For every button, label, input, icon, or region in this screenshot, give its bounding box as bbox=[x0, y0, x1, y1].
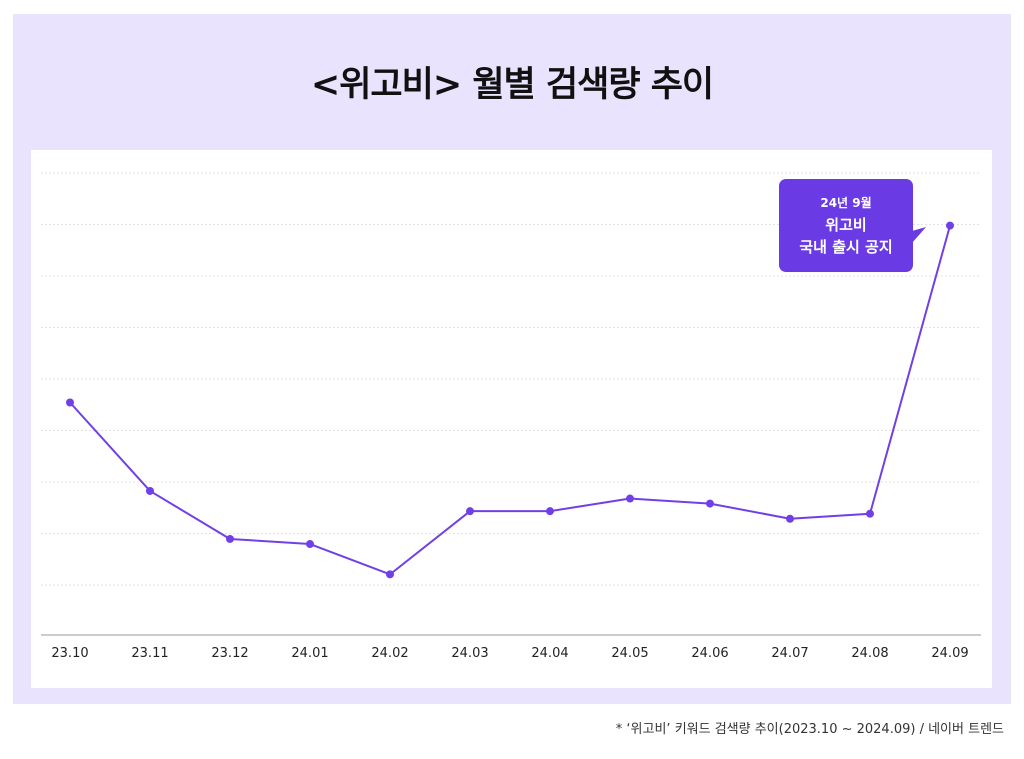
x-tick-label: 24.04 bbox=[531, 646, 568, 661]
x-tick-label: 24.03 bbox=[451, 646, 488, 661]
data-point bbox=[706, 499, 714, 508]
data-point bbox=[946, 221, 954, 230]
data-point bbox=[786, 514, 794, 523]
callout-tail bbox=[912, 227, 926, 243]
callout-date: 24년 9월 bbox=[820, 195, 871, 210]
x-tick-label: 24.05 bbox=[611, 646, 648, 661]
data-point bbox=[226, 534, 234, 543]
data-point bbox=[66, 398, 74, 407]
data-point bbox=[626, 494, 634, 503]
data-points bbox=[66, 221, 954, 579]
data-point bbox=[466, 507, 474, 516]
callout-event: 국내 출시 공지 bbox=[799, 238, 892, 256]
x-tick-label: 24.07 bbox=[771, 646, 808, 661]
data-point bbox=[306, 540, 314, 549]
x-tick-label: 24.06 bbox=[691, 646, 728, 661]
line-chart: 23.10 23.11 23.12 24.01 24.02 24.03 24.04 24.05… bbox=[41, 172, 981, 661]
callout-box bbox=[779, 179, 913, 272]
x-tick-label: 23.11 bbox=[131, 646, 168, 661]
grid-lines bbox=[41, 172, 981, 586]
x-tick-label: 24.01 bbox=[291, 646, 328, 661]
data-point bbox=[866, 509, 874, 518]
x-tick-label: 23.12 bbox=[211, 646, 248, 661]
source-footnote: * ‘위고비’ 키워드 검색량 추이(2023.10 ~ 2024.09) / … bbox=[615, 722, 1004, 737]
series-line bbox=[69, 225, 951, 576]
callout-product: 위고비 bbox=[825, 216, 866, 234]
x-tick-labels: 23.10 23.11 23.12 24.01 24.02 24.03 24.04 24.05… bbox=[51, 646, 968, 661]
x-tick-label: 24.02 bbox=[371, 646, 408, 661]
launch-callout: 24년 9월 위고비 국내 출시 공지 bbox=[779, 179, 926, 272]
x-tick-label: 23.10 bbox=[51, 646, 88, 661]
chart-card: 23.10 23.11 23.12 24.01 24.02 24.03 24.04 24.05… bbox=[31, 150, 992, 688]
x-tick-label: 24.09 bbox=[931, 646, 968, 661]
data-point bbox=[386, 570, 394, 579]
data-point bbox=[146, 486, 154, 495]
data-point bbox=[546, 507, 554, 516]
page-title: <위고비> 월별 검색량 추이 bbox=[310, 65, 714, 105]
x-tick-label: 24.08 bbox=[851, 646, 888, 661]
